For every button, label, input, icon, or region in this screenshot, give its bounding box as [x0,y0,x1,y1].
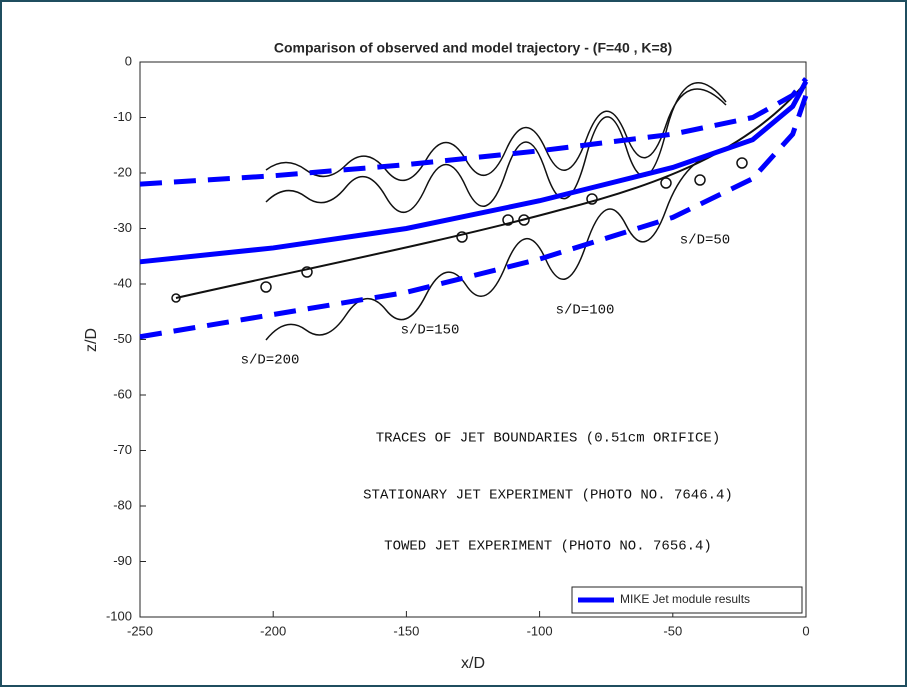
annotation: STATIONARY JET EXPERIMENT (PHOTO NO. 764… [363,488,733,504]
y-tick-label: -10 [113,109,132,124]
y-axis-label: z/D [83,328,100,352]
plot-area [140,62,806,617]
y-tick-label: -60 [113,386,132,401]
x-tick-label: -50 [663,623,682,638]
y-tick-label: -40 [113,275,132,290]
y-tick-label: 0 [125,53,132,68]
x-tick-label: -100 [527,623,553,638]
annotation: TOWED JET EXPERIMENT (PHOTO NO. 7656.4) [384,539,712,555]
y-tick-label: -90 [113,553,132,568]
x-tick-label: 0 [802,623,809,638]
y-tick-label: -20 [113,164,132,179]
x-tick-label: -150 [393,623,419,638]
y-tick-label: -30 [113,220,132,235]
legend-label: MIKE Jet module results [620,592,750,606]
y-tick-label: -50 [113,331,132,346]
y-tick-label: -100 [106,608,132,623]
y-tick-label: -80 [113,497,132,512]
x-tick-label: -250 [127,623,153,638]
y-tick-label: -70 [113,442,132,457]
chart: Comparison of observed and model traject… [0,0,907,687]
annotation: s/D=200 [241,353,300,369]
annotation: TRACES OF JET BOUNDARIES (0.51cm ORIFICE… [376,431,720,447]
chart-title: Comparison of observed and model traject… [274,40,672,56]
annotation: s/D=150 [401,323,460,339]
annotation: s/D=100 [556,303,615,319]
x-axis-label: x/D [461,655,485,672]
annotation: s/D=50 [680,233,730,249]
x-tick-label: -200 [260,623,286,638]
